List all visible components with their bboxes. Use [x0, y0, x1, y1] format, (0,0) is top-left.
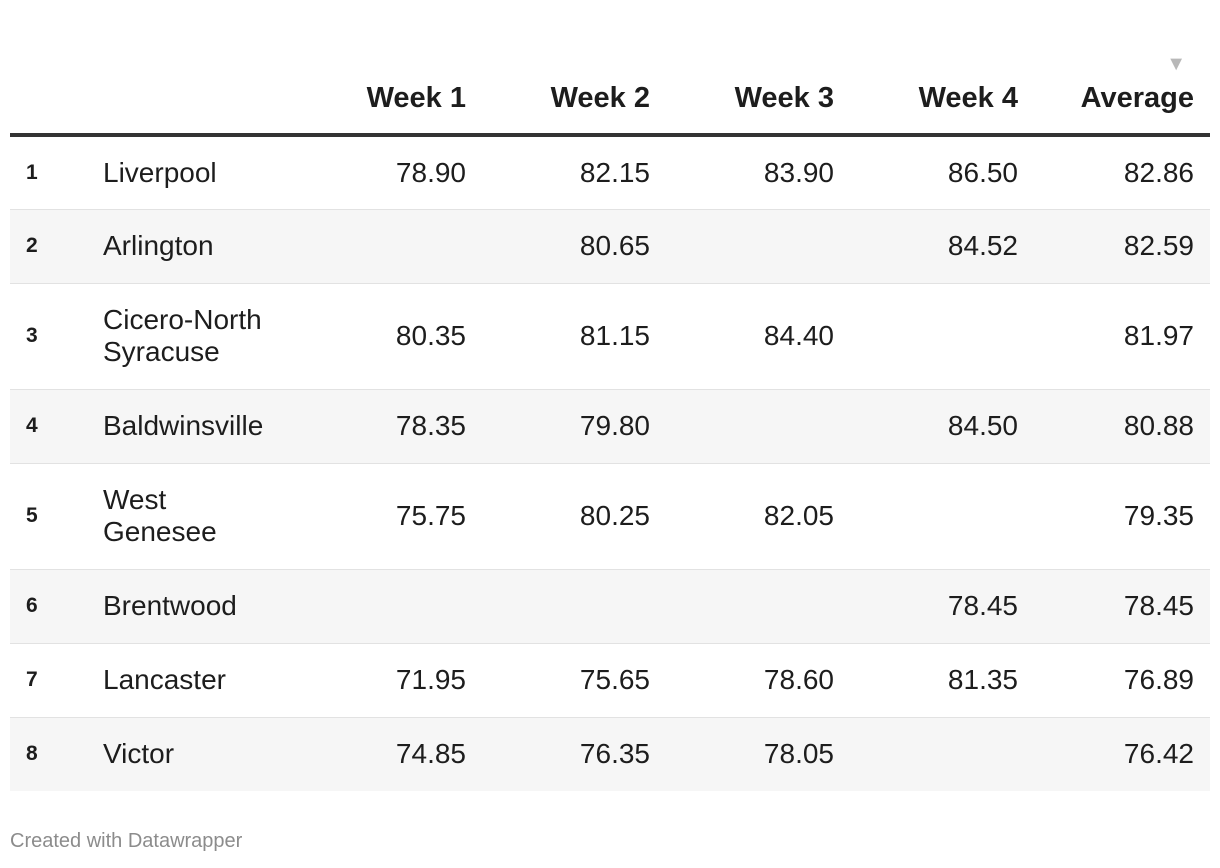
week-1-cell — [282, 569, 466, 644]
average-cell: 78.45 — [1018, 569, 1210, 644]
school-name-cell: West Genesee — [102, 463, 282, 570]
week-1-cell: 80.35 — [282, 283, 466, 390]
table-row: 3 Cicero-North Syracuse 80.35 81.15 84.40 81.9… — [10, 283, 1210, 390]
header-average[interactable]: ▼ Average — [1018, 0, 1210, 137]
datawrapper-credit[interactable]: Created with Datawrapper — [10, 830, 243, 852]
table-row: 1 Liverpool 78.90 82.15 83.90 86.50 82.86 — [10, 135, 1210, 210]
week-3-cell: 78.60 — [650, 643, 834, 718]
header-week-1[interactable]: Week 1 — [282, 0, 466, 137]
week-3-cell — [650, 389, 834, 464]
average-cell: 82.86 — [1018, 135, 1210, 210]
week-2-cell: 75.65 — [466, 643, 650, 718]
header-week-4[interactable]: Week 4 — [834, 0, 1018, 137]
table-header: Week 1 Week 2 Week 3 Week 4 ▼ Average — [10, 0, 1210, 137]
week-1-cell: 78.90 — [282, 135, 466, 210]
sort-descending-icon[interactable]: ▼ — [1166, 53, 1186, 75]
average-cell: 82.59 — [1018, 209, 1210, 284]
table-body: 1 Liverpool 78.90 82.15 83.90 86.50 82.86 2 Arli… — [10, 135, 1210, 791]
table-row: 6 Brentwood 78.45 78.45 — [10, 569, 1210, 644]
school-name-cell: Liverpool — [102, 135, 282, 210]
rank-cell: 4 — [10, 389, 102, 464]
header-name — [102, 0, 282, 137]
average-cell: 76.42 — [1018, 717, 1210, 791]
rank-cell: 7 — [10, 643, 102, 718]
average-cell: 76.89 — [1018, 643, 1210, 718]
school-name-cell: Victor — [102, 717, 282, 791]
school-name-cell: Arlington — [102, 209, 282, 284]
week-2-cell: 80.65 — [466, 209, 650, 284]
week-2-cell: 81.15 — [466, 283, 650, 390]
week-1-cell: 78.35 — [282, 389, 466, 464]
week-1-cell: 71.95 — [282, 643, 466, 718]
average-cell: 80.88 — [1018, 389, 1210, 464]
week-4-cell — [834, 283, 1018, 390]
school-name-cell: Brentwood — [102, 569, 282, 644]
week-4-cell: 78.45 — [834, 569, 1018, 644]
week-2-cell: 79.80 — [466, 389, 650, 464]
week-2-cell — [466, 569, 650, 644]
header-row: Week 1 Week 2 Week 3 Week 4 ▼ Average — [10, 0, 1210, 137]
week-4-cell: 81.35 — [834, 643, 1018, 718]
school-name-cell: Cicero-North Syracuse — [102, 283, 282, 390]
week-2-cell: 76.35 — [466, 717, 650, 791]
week-1-cell: 75.75 — [282, 463, 466, 570]
header-week-2[interactable]: Week 2 — [466, 0, 650, 137]
header-average-label: Average — [1080, 82, 1194, 114]
week-2-cell: 80.25 — [466, 463, 650, 570]
week-3-cell: 82.05 — [650, 463, 834, 570]
rank-cell: 2 — [10, 209, 102, 284]
average-cell: 81.97 — [1018, 283, 1210, 390]
table-row: 5 West Genesee 75.75 80.25 82.05 79.35 — [10, 463, 1210, 570]
school-name-cell: Lancaster — [102, 643, 282, 718]
week-4-cell — [834, 717, 1018, 791]
rank-cell: 5 — [10, 463, 102, 570]
average-cell: 79.35 — [1018, 463, 1210, 570]
rank-cell: 1 — [10, 135, 102, 210]
week-1-cell: 74.85 — [282, 717, 466, 791]
week-3-cell: 78.05 — [650, 717, 834, 791]
week-2-cell: 82.15 — [466, 135, 650, 210]
header-week-3[interactable]: Week 3 — [650, 0, 834, 137]
rank-cell: 8 — [10, 717, 102, 791]
rank-cell: 6 — [10, 569, 102, 644]
table-row: 7 Lancaster 71.95 75.65 78.60 81.35 76.89 — [10, 643, 1210, 718]
week-4-cell: 84.52 — [834, 209, 1018, 284]
week-3-cell — [650, 569, 834, 644]
header-rank — [10, 0, 102, 137]
table-row: 8 Victor 74.85 76.35 78.05 76.42 — [10, 717, 1210, 791]
week-4-cell: 84.50 — [834, 389, 1018, 464]
week-3-cell: 84.40 — [650, 283, 834, 390]
school-name-cell: Baldwinsville — [102, 389, 282, 464]
week-3-cell: 83.90 — [650, 135, 834, 210]
week-4-cell — [834, 463, 1018, 570]
week-1-cell — [282, 209, 466, 284]
week-3-cell — [650, 209, 834, 284]
rank-cell: 3 — [10, 283, 102, 390]
table-row: 4 Baldwinsville 78.35 79.80 84.50 80.88 — [10, 389, 1210, 464]
table-row: 2 Arlington 80.65 84.52 82.59 — [10, 209, 1210, 284]
week-4-cell: 86.50 — [834, 135, 1018, 210]
